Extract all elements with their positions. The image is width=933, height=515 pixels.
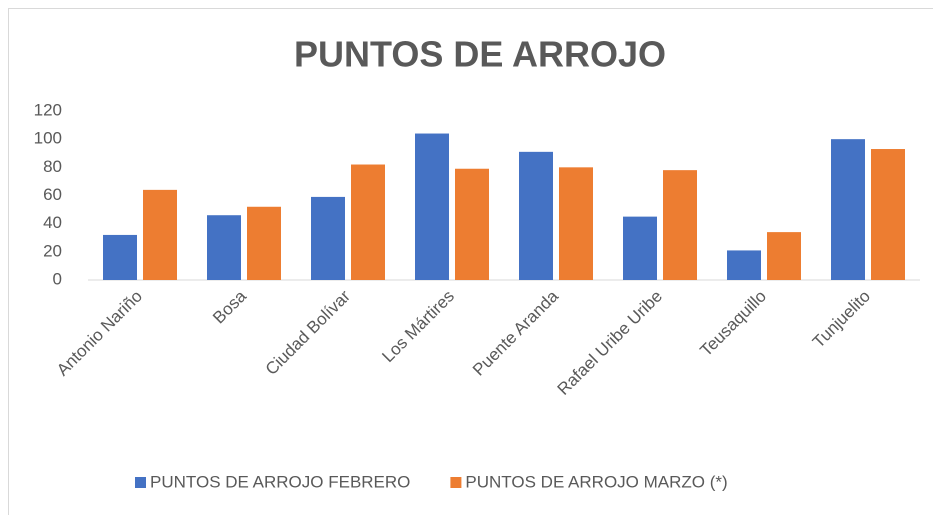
bar	[871, 149, 905, 280]
bar	[351, 164, 385, 280]
bar	[727, 250, 761, 280]
bar	[455, 168, 489, 280]
y-tick-label: 80	[43, 157, 62, 176]
bar	[559, 167, 593, 280]
legend-label: PUNTOS DE ARROJO MARZO (*)	[465, 472, 727, 491]
bar	[663, 170, 697, 280]
bar	[831, 139, 865, 280]
bar	[207, 215, 241, 280]
y-tick-label: 20	[43, 241, 62, 260]
bar	[247, 206, 281, 280]
y-tick-label: 40	[43, 213, 62, 232]
bar	[311, 196, 345, 280]
legend-swatch	[450, 477, 462, 488]
y-tick-label: 120	[34, 100, 62, 119]
y-tick-label: 100	[34, 129, 62, 148]
bar	[103, 234, 137, 280]
bar	[767, 232, 801, 280]
y-tick-label: 60	[43, 185, 62, 204]
y-tick-label: 0	[53, 269, 62, 288]
legend-label: PUNTOS DE ARROJO FEBRERO	[150, 472, 410, 491]
legend-swatch	[135, 477, 146, 488]
bar	[415, 133, 449, 280]
chart-title: PUNTOS DE ARROJO	[294, 34, 666, 75]
bar	[143, 189, 177, 280]
bar	[623, 216, 657, 280]
bar	[519, 151, 553, 280]
